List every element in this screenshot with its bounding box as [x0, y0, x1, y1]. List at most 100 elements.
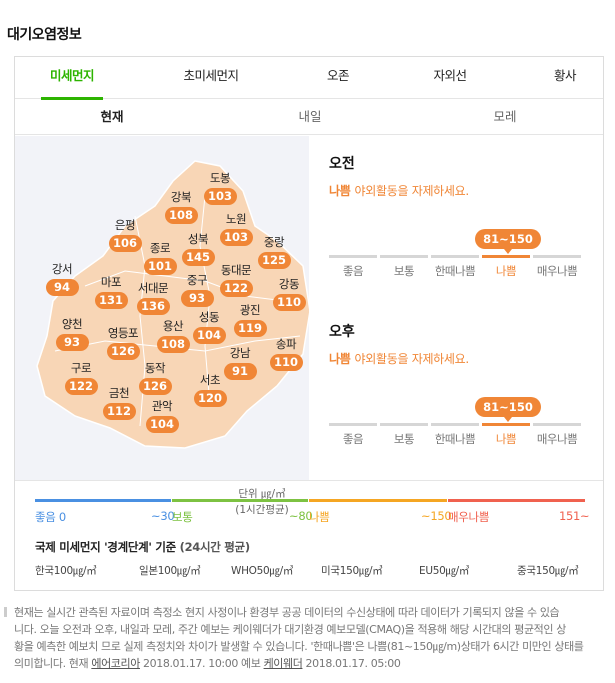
forecast-message: 야외활동을 자제하세요.	[354, 352, 469, 366]
district-name: 영등포	[107, 326, 139, 340]
legend-label: 151~	[559, 509, 590, 523]
district-yongsan[interactable]: 용산 108	[143, 319, 203, 353]
district-songpa[interactable]: 송파 110	[256, 337, 316, 371]
scale-label: 한때나쁨	[434, 432, 476, 446]
district-dongjak[interactable]: 동작 126	[125, 361, 185, 395]
district-geumcheon[interactable]: 금천 112	[89, 386, 149, 420]
kweather-link[interactable]: 케이웨더	[263, 657, 303, 670]
tab-ultrafine-dust[interactable]: 초미세먼지	[183, 68, 239, 83]
district-seocho[interactable]: 서초 120	[180, 373, 240, 407]
district-value: 126	[138, 378, 172, 395]
district-name: 종로	[149, 241, 171, 255]
scale-segment	[329, 423, 377, 426]
district-value: 108	[164, 207, 198, 224]
district-value: 126	[106, 343, 140, 360]
section-title: 대기오염정보	[7, 27, 82, 43]
tab-uv[interactable]: 자외선	[433, 68, 467, 83]
district-name: 강북	[170, 190, 192, 204]
district-value: 93	[180, 290, 214, 307]
district-eunpyeong[interactable]: 은평 106	[95, 218, 155, 252]
district-seongdong[interactable]: 성동 104	[179, 310, 239, 344]
scale-segment	[329, 255, 377, 258]
district-name: 송파	[275, 337, 297, 351]
district-guro[interactable]: 구로 122	[51, 361, 111, 395]
international-subtitle: (24시간 평균)	[179, 540, 250, 554]
district-gwanak[interactable]: 관악 104	[132, 399, 192, 433]
district-gwangjin[interactable]: 광진 119	[220, 303, 280, 337]
district-value: 119	[233, 320, 267, 337]
tab-tomorrow[interactable]: 내일	[298, 109, 322, 124]
unit-text: 단위 ㎍/㎥	[238, 488, 286, 500]
notice-prefix: 의미합니다. 현재	[14, 657, 92, 670]
district-nowon[interactable]: 노원 103	[206, 212, 266, 246]
district-name: 서대문	[137, 281, 169, 295]
scale-label-active: 나쁨	[495, 264, 517, 278]
scale-segment-active	[482, 423, 530, 426]
airkorea-link[interactable]: 에어코리아	[91, 657, 140, 670]
air-quality-panel: 미세먼지 초미세먼지 오존 자외선 황사 현재 내일 모레 도봉 103 강북 10…	[14, 56, 604, 591]
scale-label: 한때나쁨	[434, 264, 476, 278]
district-value: 136	[136, 298, 170, 315]
district-name: 양천	[61, 317, 83, 331]
district-mapo[interactable]: 마포 131	[81, 275, 141, 309]
district-value: 125	[257, 252, 291, 269]
pollutant-tabs: 미세먼지 초미세먼지 오존 자외선 황사	[15, 57, 603, 100]
notice-bullet	[4, 607, 7, 617]
district-name: 강동	[278, 277, 300, 291]
district-junggu[interactable]: 중구 93	[167, 273, 227, 307]
district-name: 서초	[199, 373, 221, 387]
notice-line: 황을 예측한 예보치 므로 실제 측정치와 차이가 발생할 수 있습니다. '한…	[14, 640, 584, 653]
legend-bar-good	[35, 499, 171, 502]
district-value: 145	[181, 249, 215, 266]
district-value: 103	[219, 229, 253, 246]
district-dongdaemun[interactable]: 동대문 122	[206, 263, 266, 297]
district-value: 112	[102, 403, 136, 420]
district-yangcheon[interactable]: 양천 93	[42, 317, 102, 351]
scale-segment	[533, 423, 581, 426]
district-name: 노원	[225, 212, 247, 226]
scale-label: 매우나쁨	[536, 432, 578, 446]
district-yeongdeungpo[interactable]: 영등포 126	[93, 326, 153, 360]
district-value: 91	[223, 363, 257, 380]
district-gangseo[interactable]: 강서 94	[32, 262, 92, 296]
tab-day-after-tomorrow[interactable]: 모레	[493, 109, 517, 124]
district-name: 마포	[100, 275, 122, 289]
district-value: 122	[219, 280, 253, 297]
tab-ozone[interactable]: 오존	[326, 68, 350, 83]
level-legend: 좋음 0 ~30 보통 ~80 나쁨 ~150 매우나쁨 151~ 국제 미세먼…	[15, 480, 603, 590]
district-name: 동작	[144, 361, 166, 375]
seoul-map: 도봉 103 강북 108 노원 103 은평 106 종로 101 성북 145 중랑 12…	[15, 136, 309, 516]
notice-line: 니다. 오늘 오전과 오후, 내일과 모레, 주간 예보는 케이웨더가 대기환경…	[14, 623, 566, 636]
scale-label: 매우나쁨	[536, 264, 578, 278]
standard-japan: 일본100㎍/㎥	[139, 565, 201, 577]
standard-korea: 한국100㎍/㎥	[35, 565, 97, 577]
standard-china: 중국150㎍/㎥	[517, 565, 579, 577]
legend-label: 보통	[172, 510, 193, 524]
district-jungnang[interactable]: 중랑 125	[244, 235, 304, 269]
district-jongno[interactable]: 종로 101	[130, 241, 190, 275]
district-name: 성북	[187, 232, 209, 246]
district-gangbuk[interactable]: 강북 108	[151, 190, 211, 224]
district-seongbuk[interactable]: 성북 145	[168, 232, 228, 266]
district-seodaemun[interactable]: 서대문 136	[123, 281, 183, 315]
district-value: 93	[55, 334, 89, 351]
scale-segment	[431, 255, 479, 258]
tab-now[interactable]: 현재	[100, 109, 124, 124]
district-value: 131	[94, 292, 128, 309]
district-value: 103	[203, 188, 237, 205]
tab-yellow-dust[interactable]: 황사	[553, 68, 577, 83]
district-name: 용산	[162, 319, 184, 333]
unit-label: 단위 ㎍/㎥ (1시간평균)	[227, 486, 297, 518]
tab-fine-dust[interactable]: 미세먼지	[41, 57, 103, 100]
district-value: 122	[64, 378, 98, 395]
level-scale: 81~150 좋음 보통 한때나쁨 나쁨 매우나쁨	[329, 229, 581, 281]
district-gangdong[interactable]: 강동 110	[259, 277, 319, 311]
forecast-status: 나쁨 야외활동을 자제하세요.	[329, 350, 581, 367]
district-dobong[interactable]: 도봉 103	[190, 171, 250, 205]
district-name: 도봉	[209, 171, 231, 185]
standard-usa: 미국150㎍/㎥	[321, 565, 383, 577]
district-value: 104	[145, 416, 179, 433]
legend-label: ~150	[421, 509, 452, 523]
district-name: 광진	[239, 303, 261, 317]
district-gangnam[interactable]: 강남 91	[210, 346, 270, 380]
